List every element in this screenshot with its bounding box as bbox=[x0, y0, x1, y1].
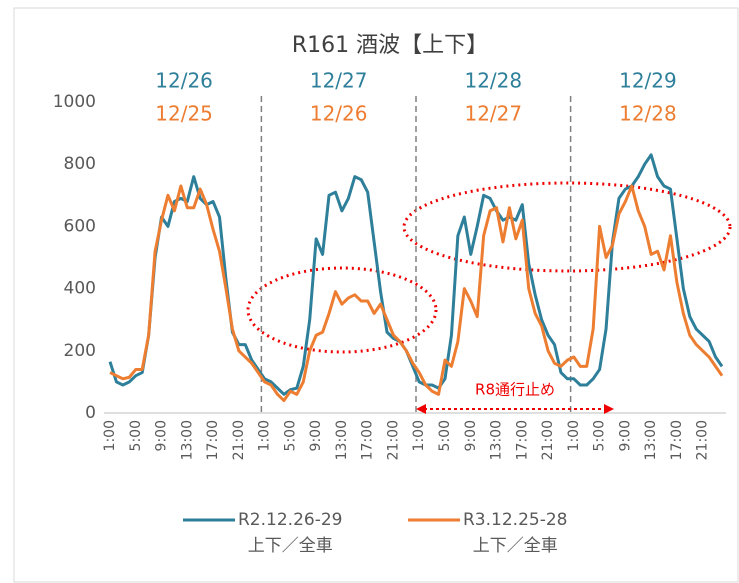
x-tick-label: 5:00 bbox=[128, 420, 144, 451]
x-tick-label: 17:00 bbox=[514, 420, 530, 460]
y-tick-label: 1000 bbox=[53, 92, 96, 112]
x-tick-label: 5:00 bbox=[592, 420, 608, 451]
y-tick-label: 400 bbox=[64, 279, 96, 299]
x-tick-label: 1:00 bbox=[257, 420, 273, 451]
date-label: 12/29 bbox=[619, 69, 677, 93]
arrow-head bbox=[604, 404, 614, 414]
x-tick-label: 9:00 bbox=[154, 420, 170, 451]
highlight-ellipse bbox=[402, 181, 732, 273]
date-label: 12/25 bbox=[155, 102, 213, 126]
x-tick-label: 21:00 bbox=[231, 420, 247, 460]
date-label: 12/26 bbox=[310, 102, 368, 126]
x-tick-label: 13:00 bbox=[643, 420, 659, 460]
x-tick-label: 17:00 bbox=[360, 420, 376, 460]
x-tick-label: 1:00 bbox=[102, 420, 118, 451]
x-tick-label: 21:00 bbox=[695, 420, 711, 460]
date-label: 12/28 bbox=[619, 102, 677, 126]
y-tick-label: 600 bbox=[64, 216, 96, 236]
x-tick-label: 13:00 bbox=[179, 420, 195, 460]
x-tick-label: 5:00 bbox=[282, 420, 298, 451]
chart-title: R161 酒波【上下】 bbox=[292, 33, 488, 58]
highlight-ellipse bbox=[246, 266, 438, 354]
y-tick-label: 0 bbox=[85, 403, 96, 423]
x-tick-label: 17:00 bbox=[669, 420, 685, 460]
x-tick-label: 9:00 bbox=[308, 420, 324, 451]
arrow-head bbox=[416, 404, 426, 414]
y-tick-label: 200 bbox=[64, 341, 96, 361]
legend-label: R2.12.26-29 上下／全車 bbox=[238, 510, 343, 556]
series-line bbox=[108, 153, 724, 396]
x-tick-label: 21:00 bbox=[540, 420, 556, 460]
legend-label: R3.12.25-28 上下／全車 bbox=[463, 510, 568, 556]
x-tick-label: 5:00 bbox=[437, 420, 453, 451]
x-tick-label: 13:00 bbox=[334, 420, 350, 460]
x-tick-label: 21:00 bbox=[385, 420, 401, 460]
x-tick-label: 1:00 bbox=[566, 420, 582, 451]
date-label: 12/27 bbox=[310, 69, 368, 93]
x-tick-label: 1:00 bbox=[411, 420, 427, 451]
x-tick-label: 9:00 bbox=[463, 420, 479, 451]
x-tick-label: 13:00 bbox=[489, 420, 505, 460]
y-tick-label: 800 bbox=[64, 154, 96, 174]
annotation: R8通行止め bbox=[475, 381, 555, 399]
x-tick-label: 17:00 bbox=[205, 420, 221, 460]
date-label: 12/28 bbox=[464, 69, 522, 93]
date-label: 12/27 bbox=[464, 102, 522, 126]
chart-border bbox=[13, 7, 739, 583]
series-line bbox=[109, 184, 724, 403]
date-label: 12/26 bbox=[155, 69, 213, 93]
x-tick-label: 9:00 bbox=[617, 420, 633, 451]
